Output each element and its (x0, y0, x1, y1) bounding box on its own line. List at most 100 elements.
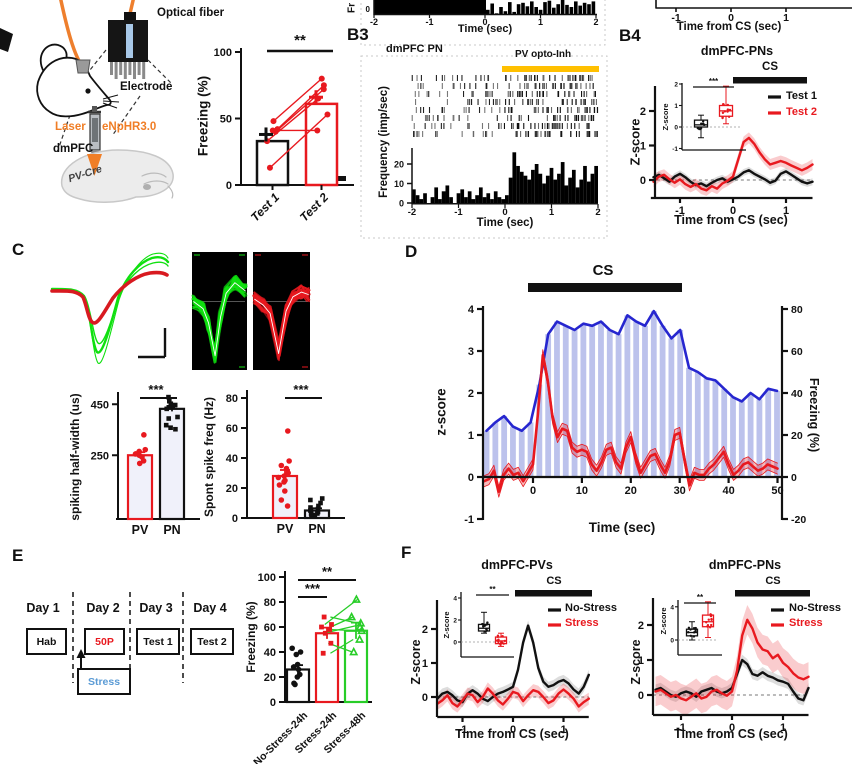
tick-label: -20 (791, 514, 806, 526)
tick-label: 10 (394, 179, 404, 189)
tick-label: 1 (780, 722, 786, 734)
cat-label: PN (308, 522, 325, 536)
tick-label: 1 (783, 12, 789, 24)
tick-label: 3 (468, 346, 474, 358)
tick-label: 0 (502, 207, 507, 218)
fpn-cs-label: CS (765, 575, 781, 587)
fpv-legend-nostress: No-Stress (565, 602, 617, 614)
tick-label: 20 (394, 160, 404, 170)
tick-label: ** (489, 585, 496, 594)
tick-label: 60 (791, 346, 803, 358)
tick-label: -1 (425, 17, 433, 27)
inset-ylabel: Z-score (661, 103, 670, 130)
tick-label: 0 (670, 638, 674, 645)
hab-label: Hab (36, 635, 57, 648)
tick-label: 80 (226, 393, 238, 405)
tick-label: 20 (264, 672, 276, 684)
tick-label: 1 (422, 658, 428, 670)
tick-label: 40 (791, 388, 803, 400)
tick-label: 0 (468, 472, 474, 484)
laser-label: Laser (55, 121, 86, 133)
fpv-cs-label: CS (546, 575, 562, 587)
tick-label: 1 (538, 17, 543, 27)
tick-label: 450 (91, 399, 109, 411)
tick-label: -1 (676, 722, 686, 734)
tick-label: 100 (258, 572, 276, 584)
timeline-50p-box: 50P (84, 628, 125, 655)
tick-label: 0 (730, 205, 736, 217)
b3-opto-label: PV opto-Inh (515, 49, 572, 60)
tick-label: 2 (422, 624, 428, 636)
fpn-xlabel: Time from CS (sec) (674, 727, 788, 741)
timeline-test2-box: Test 2 (190, 628, 234, 655)
tick-label: 40 (226, 453, 238, 465)
fpn-legend-stress: Stress (789, 617, 823, 629)
b3-title: dmPFC PN (386, 43, 443, 55)
tick-label: 0 (640, 175, 646, 187)
b3-ylabel: Frequency (imp/sec) (378, 86, 390, 198)
tick-label: 0 (510, 724, 516, 736)
fpn-ylabel: Z-score (629, 639, 643, 685)
fpv-xlabel: Time from CS (sec) (455, 727, 569, 741)
tick-label: ** (294, 32, 306, 49)
d-ylabel-right: Freezing (%) (807, 377, 821, 453)
panel-letter-c: C (12, 240, 25, 259)
tick-label: 1 (638, 655, 644, 667)
timeline-day1: Day 1 (26, 601, 60, 615)
tick-label: -1 (458, 724, 468, 736)
d-cs-label: CS (592, 262, 614, 279)
b3-top-ylabel-partial: Fr (346, 3, 358, 13)
tick-label: -1 (675, 205, 685, 217)
b4-legend-test1: Test 1 (786, 90, 817, 102)
d-ylabel-left: z-score (433, 388, 449, 436)
tick-label: 0 (366, 5, 371, 14)
b4-top-xlabel: Time from CS (sec) (676, 21, 782, 33)
tick-label: -1 (464, 514, 474, 526)
timeline-day2: Day 2 (86, 601, 120, 615)
tick-label: *** (305, 581, 321, 596)
tick-label: -1 (671, 12, 680, 24)
stress-label: Stress (87, 675, 121, 688)
tick-label: 0 (482, 17, 487, 27)
b4-xlabel: Time from CS (sec) (674, 213, 788, 227)
tick-label: 0 (791, 472, 797, 484)
b4-title: dmPFC-PNs (700, 44, 774, 58)
inset-ylabel: Z-score (659, 607, 668, 634)
tick-label: 1 (640, 141, 646, 153)
fpn-legend-nostress: No-Stress (789, 602, 841, 614)
dmpfc-label: dmPFC (53, 143, 94, 155)
timeline-day3: Day 3 (139, 601, 173, 615)
timeline-stress-box: Stress (77, 668, 131, 695)
panel-letter-f: F (401, 543, 412, 562)
tick-label: 20 (791, 430, 803, 442)
virus-label: eNpHR3.0 (102, 121, 157, 133)
c-halfwidth-ylabel: spiking half-width (us) (68, 393, 82, 521)
tick-label: 0 (422, 692, 428, 704)
tick-label: -1 (672, 146, 678, 153)
tick-label: 1 (468, 430, 474, 442)
tick-label: 0 (226, 180, 232, 192)
timeline-day4: Day 4 (193, 601, 227, 615)
tick-label: 2 (468, 388, 474, 400)
electrode-label: Electrode (120, 81, 173, 93)
tick-label: 4 (670, 604, 674, 611)
tick-label: 1 (674, 103, 678, 110)
tick-label: -1 (454, 207, 463, 218)
tick-label: *** (709, 77, 719, 86)
tick-label: 0 (530, 485, 536, 497)
cat-label: PV (277, 522, 294, 536)
tick-label: 60 (264, 622, 276, 634)
tick-label: 2 (593, 17, 598, 27)
a-chart-ylabel: Freezing (%) (195, 75, 211, 157)
tick-label: 4 (453, 596, 457, 603)
tick-label: 0 (232, 513, 238, 525)
tick-label: 250 (91, 450, 109, 462)
tick-label: 80 (791, 304, 803, 316)
panel-letter-b4: B4 (619, 26, 641, 45)
tick-label: 50 (220, 114, 232, 126)
tick-label: 1 (560, 724, 566, 736)
tick-label: 20 (625, 485, 637, 497)
panel-letter-d: D (405, 242, 418, 261)
